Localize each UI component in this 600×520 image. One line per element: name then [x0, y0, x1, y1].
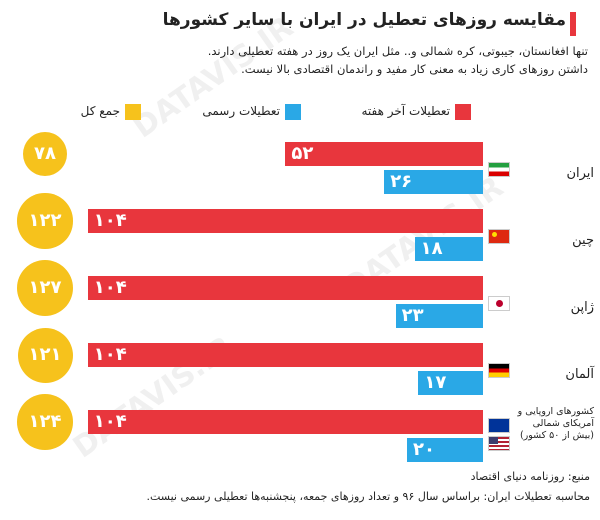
- flag-iran: [488, 162, 510, 177]
- category-label: ایران: [566, 166, 594, 181]
- bar-value-label: ۲۳: [401, 305, 424, 326]
- chart-title: مقایسه روزهای تعطیل در ایران با سایر کشو…: [162, 10, 566, 30]
- total-circle: [22, 131, 68, 177]
- bar: [395, 304, 483, 328]
- bar-value-label: ۲۶: [390, 171, 413, 192]
- legend-swatch: [285, 104, 301, 120]
- total-label: ۱۲۲: [28, 210, 62, 231]
- bar: [285, 142, 483, 166]
- total-circle: [16, 259, 74, 317]
- bar-value-label: ۲۰: [413, 439, 435, 460]
- total-label: ۱۲۷: [28, 277, 62, 298]
- total-circle: [17, 327, 73, 383]
- flag-eu: [488, 418, 510, 433]
- total-circle: [17, 394, 73, 450]
- bar-value-label: ۱۰۴: [93, 277, 127, 298]
- footer: محاسبه تعطیلات ایران: براساس سال ۹۶ و تع…: [146, 490, 590, 503]
- category-label: کشورهای اروپایی و آمریکای شمالی (بیش از …: [517, 406, 594, 441]
- flag-china: [488, 229, 510, 244]
- legend-label: تعطیلات رسمی: [202, 104, 280, 118]
- bar: [87, 343, 483, 367]
- legend-swatch: [455, 104, 471, 120]
- bar: [87, 276, 483, 300]
- category-label: چین: [572, 233, 594, 248]
- total-label: ۱۲۱: [28, 344, 62, 365]
- flag-japan: [488, 296, 510, 311]
- bar-value-label: ۵۲: [291, 143, 314, 164]
- total-circle: [17, 193, 73, 249]
- bar: [414, 237, 483, 261]
- bar-value-label: ۱۰۴: [93, 344, 127, 365]
- bar: [87, 410, 483, 434]
- legend-label: جمع کل: [80, 104, 120, 118]
- subtitle: تنها افغانستان، جیبوتی، کره شمالی و.. مث…: [207, 44, 588, 58]
- bar-value-label: ۱۸: [420, 238, 443, 259]
- flag-germany: [488, 363, 510, 378]
- subtitle: داشتن روزهای کاری زیاد به معنی کار مفید …: [241, 62, 588, 76]
- bar: [384, 170, 483, 194]
- total-label: ۱۲۴: [28, 411, 62, 432]
- flag-us: [488, 436, 510, 451]
- title-accent: [570, 12, 576, 36]
- bar: [418, 371, 483, 395]
- footer: منبع: روزنامه دنیای اقتصاد: [470, 470, 590, 483]
- bar-value-label: ۱۰۴: [93, 210, 127, 231]
- category-label: ژاپن: [570, 300, 594, 315]
- total-label: ۷۸: [33, 143, 56, 164]
- category-label: آلمان: [565, 367, 594, 382]
- bar-value-label: ۱۰۴: [93, 411, 127, 432]
- bar: [407, 438, 483, 462]
- legend-swatch: [125, 104, 141, 120]
- legend-label: تعطیلات آخر هفته: [361, 104, 450, 118]
- bar: [87, 209, 483, 233]
- bar-value-label: ۱۷: [424, 372, 447, 393]
